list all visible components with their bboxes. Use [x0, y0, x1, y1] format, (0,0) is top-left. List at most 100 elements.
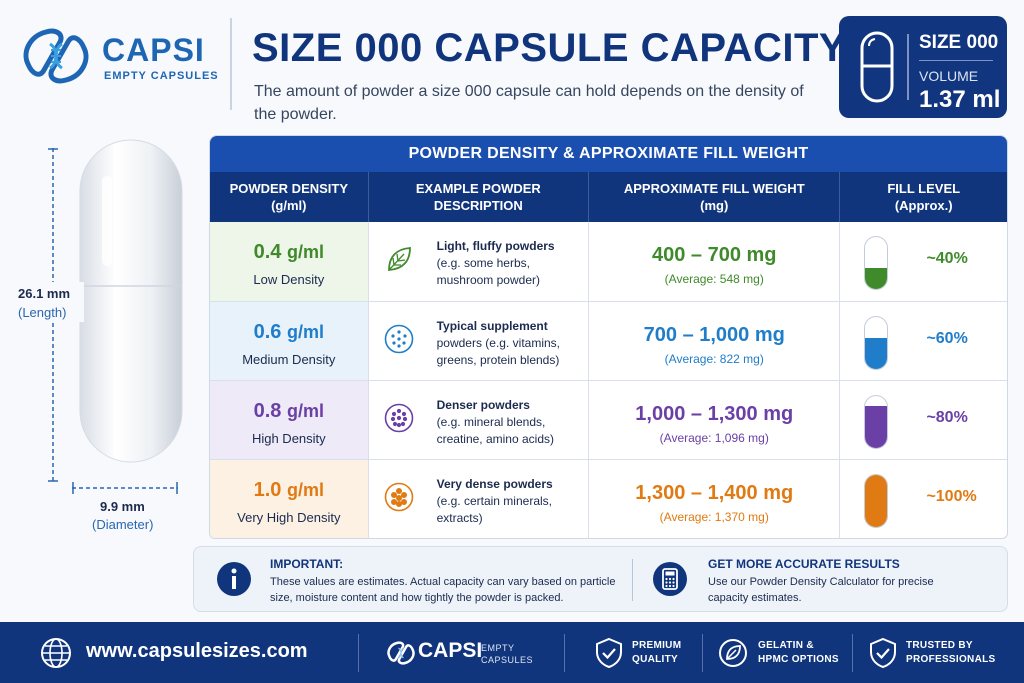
header-description-l1: EXAMPLE POWDER	[415, 181, 541, 196]
badge-gelatin-l1: GELATIN &	[758, 640, 814, 651]
badge-separator	[919, 60, 993, 61]
density-cell: 0.6 g/ml Medium Density	[210, 302, 369, 380]
fill-average: (Average: 822 mg)	[664, 352, 764, 366]
density-unit: g/ml	[286, 401, 324, 421]
description-cell: Light, fluffy powders (e.g. some herbs, mu…	[369, 222, 590, 301]
description-line: (e.g. certain minerals,	[436, 494, 552, 508]
page-subtitle: The amount of powder a size 000 capsule …	[254, 83, 804, 123]
fill-level-capsule	[864, 316, 889, 370]
density-number: 0.6	[253, 321, 282, 343]
description-text: Very dense powders (e.g. certain minerals…	[437, 476, 553, 527]
density-label: Very High Density	[237, 510, 341, 525]
fill-range: 700 – 1,000 mg	[643, 324, 785, 346]
fill-level-bar	[865, 406, 888, 448]
density-cell: 0.4 g/ml Low Density	[210, 222, 369, 301]
important-title: IMPORTANT:	[270, 557, 344, 571]
notes-panel: IMPORTANT: These values are estimates. A…	[193, 546, 1008, 612]
page-title: SIZE 000 CAPSULE CAPACITY	[252, 26, 847, 70]
leaf-icon	[384, 244, 414, 274]
calculator-icon	[653, 562, 687, 596]
table-row: 0.6 g/ml Medium Density Typical supplement…	[210, 301, 1007, 380]
density-number: 0.8	[253, 400, 282, 422]
description-line: extracts)	[436, 511, 483, 525]
volume-value: 1.37 ml	[919, 86, 1001, 113]
diameter-value: 9.9 mm	[100, 499, 145, 514]
fill-percent: ~40%	[926, 250, 968, 267]
footer-divider	[702, 634, 703, 672]
header-fill-weight-l2: (mg)	[700, 198, 729, 213]
density-table: POWDER DENSITY & APPROXIMATE FILL WEIGHT…	[209, 135, 1008, 539]
volume-label: VOLUME	[919, 68, 979, 84]
header-fill-level: FILL LEVEL (Approx.)	[840, 172, 1007, 222]
density-unit: g/ml	[286, 480, 324, 500]
badge-premium-quality: PREMIUM QUALITY	[632, 639, 681, 667]
header-fill-level-l1: FILL LEVEL	[887, 181, 961, 196]
length-label-bg	[14, 282, 84, 322]
description-cell: Very dense powders (e.g. certain minerals…	[369, 460, 590, 538]
table-row: 0.4 g/ml Low Density Light, fluffy powders…	[210, 222, 1007, 301]
density-value: 0.6 g/ml	[210, 321, 368, 344]
header-description: EXAMPLE POWDER DESCRIPTION	[369, 172, 590, 222]
size-label: SIZE 000	[919, 32, 999, 53]
brand-tagline: EMPTY CAPSULES	[104, 70, 219, 82]
description-cell: Denser powders (e.g. mineral blends, creat…	[369, 381, 590, 459]
header-fill-weight-l1: APPROXIMATE FILL WEIGHT	[623, 181, 805, 196]
footer-brand-name: CAPSI	[418, 639, 483, 662]
footer: www.capsulesizes.com CAPSI EMPTY CAPSULES…	[0, 622, 1024, 683]
description-cell: Typical supplement powders (e.g. vitamins…	[369, 302, 590, 380]
header-density: POWDER DENSITY (g/ml)	[210, 172, 369, 222]
info-icon	[217, 562, 251, 596]
leaf-badge-icon	[719, 639, 747, 667]
fill-level-cell: ~100%	[840, 460, 1007, 538]
size-volume-badge: SIZE 000 VOLUME 1.37 ml	[839, 16, 1007, 118]
badge-premium-l2: QUALITY	[632, 654, 678, 665]
fill-level-bar	[865, 268, 888, 289]
footer-tagline-l2: CAPSULES	[481, 655, 534, 665]
description-line: powders (e.g. vitamins,	[436, 336, 560, 350]
density-unit: g/ml	[286, 242, 324, 262]
fill-weight-cell: 1,000 – 1,300 mg (Average: 1,096 mg)	[589, 381, 841, 459]
density-cell: 0.8 g/ml High Density	[210, 381, 369, 459]
shield-check-icon	[870, 637, 896, 669]
description-line: Typical supplement	[436, 319, 548, 333]
badge-trusted-l2: PROFESSIONALS	[906, 654, 996, 665]
footer-tagline-l1: EMPTY	[481, 643, 515, 653]
diameter-dimension-line	[72, 482, 178, 494]
globe-icon	[41, 638, 71, 668]
description-text: Denser powders (e.g. mineral blends, creat…	[437, 397, 554, 448]
description-line: Denser powders	[436, 398, 530, 412]
fill-level-capsule	[864, 395, 889, 449]
accurate-text: Use our Powder Density Calculator for pr…	[708, 576, 934, 604]
table-header-row: POWDER DENSITY (g/ml) EXAMPLE POWDER DESCR…	[210, 172, 1007, 222]
capsule-icon	[860, 31, 894, 103]
density-cell: 1.0 g/ml Very High Density	[210, 460, 369, 538]
footer-divider	[358, 634, 359, 672]
length-label: (Length)	[18, 305, 67, 320]
table-row: 0.8 g/ml High Density Denser powders (e.g. …	[210, 380, 1007, 459]
fill-range: 1,300 – 1,400 mg	[635, 482, 794, 504]
header-density-l2: (g/ml)	[271, 198, 307, 213]
header-fill-weight: APPROXIMATE FILL WEIGHT (mg)	[589, 172, 841, 222]
dense-dots-icon	[384, 403, 414, 433]
fill-average: (Average: 548 mg)	[664, 272, 764, 286]
density-number: 1.0	[253, 479, 282, 501]
fill-average: (Average: 1,096 mg)	[659, 431, 769, 445]
badge-gelatin-hpmc: GELATIN & HPMC OPTIONS	[758, 639, 839, 667]
website-link[interactable]: www.capsulesizes.com	[86, 640, 308, 662]
footer-brand-tagline: EMPTY CAPSULES	[481, 642, 533, 666]
length-dimension-line	[48, 148, 58, 482]
fill-level-bar	[865, 337, 888, 369]
density-value: 0.8 g/ml	[210, 400, 368, 423]
capsule-dna-logo-icon	[23, 28, 89, 84]
fill-percent: ~100%	[926, 488, 977, 505]
badge-divider	[907, 34, 909, 100]
fill-level-bar	[865, 475, 888, 527]
fill-percent: ~80%	[926, 409, 968, 426]
fill-weight-cell: 1,300 – 1,400 mg (Average: 1,370 mg)	[589, 460, 841, 538]
header-fill-level-l2: (Approx.)	[894, 198, 953, 213]
density-label: High Density	[251, 431, 326, 446]
footer-divider	[852, 634, 853, 672]
brand-logo: CAPSI EMPTY CAPSULES	[20, 16, 220, 96]
badge-gelatin-l2: HPMC OPTIONS	[758, 654, 839, 665]
fill-level-cell: ~80%	[840, 381, 1007, 459]
